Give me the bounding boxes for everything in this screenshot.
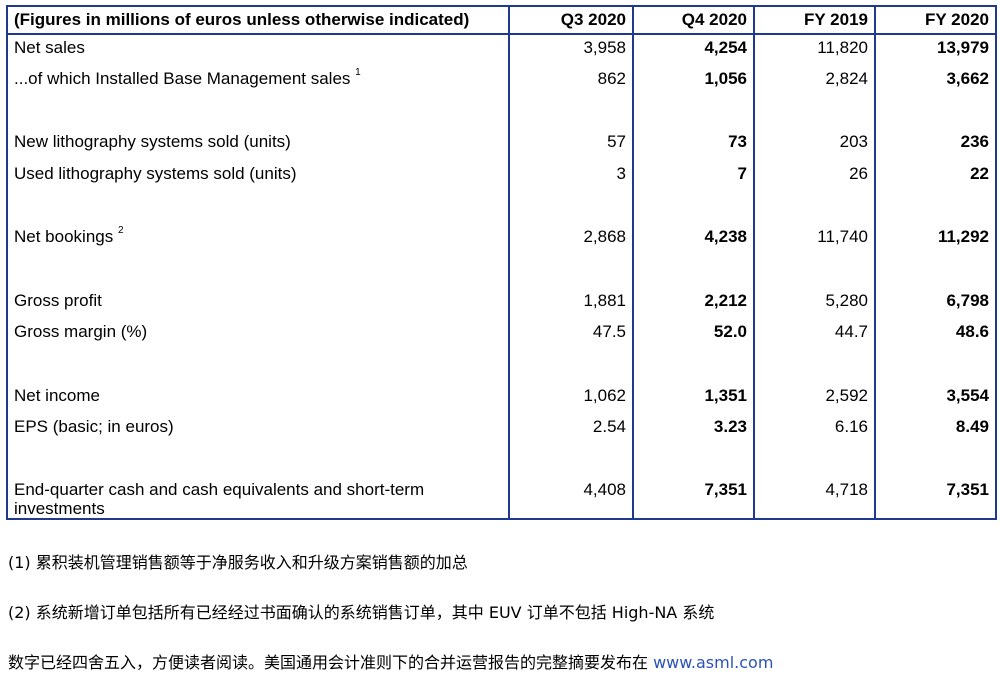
table-spacer-row <box>6 255 997 288</box>
row-label: End-quarter cash and cash equivalents an… <box>6 477 510 520</box>
asml-website-link[interactable]: www.asml.com <box>653 653 774 672</box>
row-label: EPS (basic; in euros) <box>6 414 510 446</box>
footnote-marker: 2 <box>117 225 124 236</box>
cell-q4-2020: 73 <box>632 129 755 161</box>
header-fy-2019: FY 2019 <box>753 5 876 35</box>
footnote-1: (1) 累积装机管理销售额等于净服务收入和升级方案销售额的加总 <box>8 549 468 573</box>
header-figures-note: (Figures in millions of euros unless oth… <box>6 5 510 35</box>
cell-fy-2019: 26 <box>753 160 876 192</box>
table-row-net-bookings: Net bookings 2 2,868 4,238 11,740 11,292 <box>6 224 997 256</box>
cell-fy-2019: 2,824 <box>753 65 876 97</box>
cell-fy-2020: 3,662 <box>874 65 997 97</box>
row-label: Gross profit <box>6 287 510 319</box>
cell-fy-2020: 3,554 <box>874 382 997 414</box>
cell-q4-2020: 2,212 <box>632 287 755 319</box>
row-label: Gross margin (%) <box>6 319 510 351</box>
row-label: Net sales <box>6 34 510 66</box>
cell-fy-2019: 2,592 <box>753 382 876 414</box>
cell-q3-2020: 2.54 <box>508 414 634 446</box>
row-label: Net income <box>6 382 510 414</box>
cell-q3-2020: 3 <box>508 160 634 192</box>
row-label: Used lithography systems sold (units) <box>6 160 510 192</box>
cell-fy-2020: 13,979 <box>874 34 997 66</box>
table-spacer-row <box>6 350 997 383</box>
cell-q3-2020: 57 <box>508 129 634 161</box>
cell-q4-2020: 4,238 <box>632 224 755 256</box>
cell-fy-2019: 203 <box>753 129 876 161</box>
cell-q3-2020: 3,958 <box>508 34 634 66</box>
table-row-new-systems: New lithography systems sold (units) 57 … <box>6 129 997 161</box>
table-row-used-systems: Used lithography systems sold (units) 3 … <box>6 160 997 192</box>
table-row-eps: EPS (basic; in euros) 2.54 3.23 6.16 8.4… <box>6 414 997 446</box>
row-label: New lithography systems sold (units) <box>6 129 510 161</box>
cell-fy-2019: 44.7 <box>753 319 876 351</box>
cell-fy-2020: 236 <box>874 129 997 161</box>
footnote-1-text: 累积装机管理销售额等于净服务收入和升级方案销售额的加总 <box>35 553 468 572</box>
table-row-ibm-sales: ...of which Installed Base Management sa… <box>6 65 997 97</box>
cell-q4-2020: 7,351 <box>632 477 755 520</box>
footnote-marker: 1 <box>355 66 361 78</box>
header-q3-2020: Q3 2020 <box>508 5 634 35</box>
table-spacer-row <box>6 97 997 129</box>
cell-q3-2020: 1,881 <box>508 287 634 319</box>
cell-q4-2020: 52.0 <box>632 319 755 351</box>
cell-q4-2020: 1,351 <box>632 382 755 414</box>
footnote-2-text: 系统新增订单包括所有已经经过书面确认的系统销售订单，其中 EUV 订单不包括 H… <box>35 603 715 622</box>
cell-fy-2019: 6.16 <box>753 414 876 446</box>
footnote-2-marker: (2) <box>8 603 31 622</box>
header-fy-2020: FY 2020 <box>874 5 997 35</box>
cell-fy-2019: 4,718 <box>753 477 876 520</box>
rounding-note: 数字已经四舍五入，方便读者阅读。美国通用会计准则下的合并运营报告的完整摘要发布在… <box>8 649 773 673</box>
footnote-2: (2) 系统新增订单包括所有已经经过书面确认的系统销售订单，其中 EUV 订单不… <box>8 599 714 623</box>
table-row-gross-margin: Gross margin (%) 47.5 52.0 44.7 48.6 <box>6 319 997 351</box>
financial-summary-table: (Figures in millions of euros unless oth… <box>6 5 997 520</box>
cell-q4-2020: 4,254 <box>632 34 755 66</box>
footnote-1-marker: (1) <box>8 553 31 572</box>
table-header-row: (Figures in millions of euros unless oth… <box>6 5 997 35</box>
rounding-note-text: 数字已经四舍五入，方便读者阅读。美国通用会计准则下的合并运营报告的完整摘要发布在 <box>8 653 654 672</box>
cell-fy-2020: 48.6 <box>874 319 997 351</box>
cell-fy-2019: 11,740 <box>753 224 876 256</box>
row-label: Net bookings 2 <box>6 224 510 256</box>
cell-q3-2020: 862 <box>508 65 634 97</box>
table-row-net-sales: Net sales 3,958 4,254 11,820 13,979 <box>6 34 997 66</box>
cell-q3-2020: 2,868 <box>508 224 634 256</box>
cell-fy-2020: 11,292 <box>874 224 997 256</box>
table-spacer-row <box>6 192 997 224</box>
cell-fy-2019: 5,280 <box>753 287 876 319</box>
header-q4-2020: Q4 2020 <box>632 5 755 35</box>
row-label: ...of which Installed Base Management sa… <box>6 65 510 97</box>
cell-q4-2020: 7 <box>632 160 755 192</box>
cell-q3-2020: 4,408 <box>508 477 634 520</box>
cell-q3-2020: 47.5 <box>508 319 634 351</box>
table-row-gross-profit: Gross profit 1,881 2,212 5,280 6,798 <box>6 287 997 319</box>
cell-q4-2020: 3.23 <box>632 414 755 446</box>
cell-fy-2019: 11,820 <box>753 34 876 66</box>
cell-fy-2020: 22 <box>874 160 997 192</box>
cell-q3-2020: 1,062 <box>508 382 634 414</box>
cell-fy-2020: 7,351 <box>874 477 997 520</box>
table-row-cash: End-quarter cash and cash equivalents an… <box>6 477 997 520</box>
cell-q4-2020: 1,056 <box>632 65 755 97</box>
table-row-net-income: Net income 1,062 1,351 2,592 3,554 <box>6 382 997 414</box>
cell-fy-2020: 8.49 <box>874 414 997 446</box>
cell-fy-2020: 6,798 <box>874 287 997 319</box>
table-spacer-row <box>6 445 997 478</box>
